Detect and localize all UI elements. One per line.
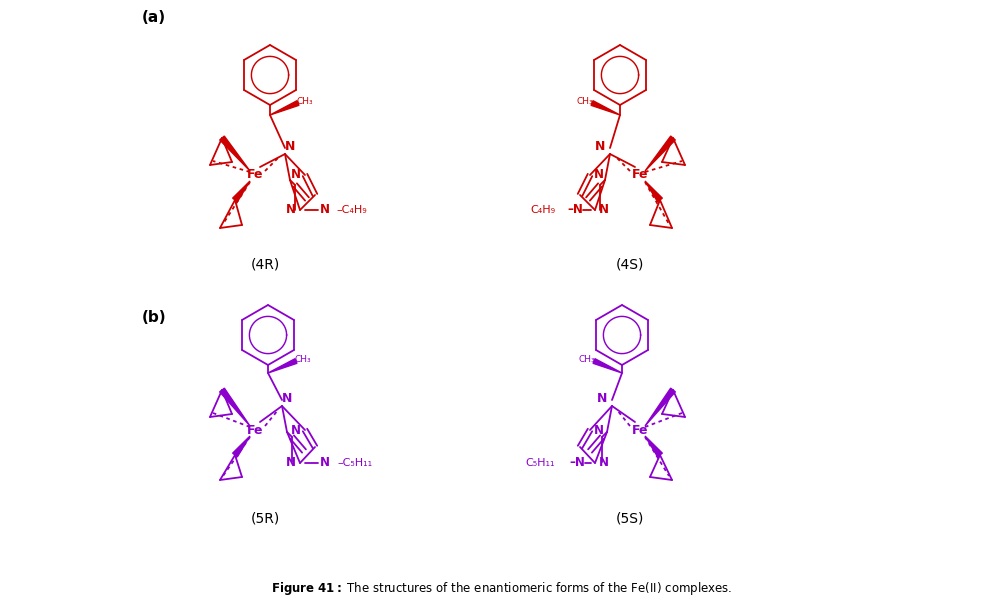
Polygon shape — [233, 181, 250, 202]
Text: N: N — [320, 204, 330, 216]
Text: CH₃: CH₃ — [578, 356, 595, 364]
Polygon shape — [593, 359, 622, 373]
Polygon shape — [233, 436, 250, 457]
Text: Fe: Fe — [247, 169, 263, 181]
Text: N: N — [291, 423, 301, 437]
Text: N: N — [320, 457, 330, 469]
Text: CH₃: CH₃ — [576, 97, 593, 106]
Polygon shape — [220, 388, 250, 426]
Polygon shape — [270, 101, 299, 115]
Text: N: N — [286, 457, 296, 469]
Polygon shape — [220, 136, 250, 171]
Text: CH₃: CH₃ — [295, 356, 311, 364]
Polygon shape — [644, 388, 675, 426]
Text: –C₄H₉: –C₄H₉ — [336, 205, 367, 215]
Text: Fe: Fe — [247, 423, 263, 437]
Text: (5R): (5R) — [250, 511, 280, 525]
Text: $\mathbf{Figure\ 41:}$ The structures of the enantiomeric forms of the Fe(II) co: $\mathbf{Figure\ 41:}$ The structures of… — [271, 580, 732, 597]
Text: –N: –N — [569, 457, 585, 469]
Text: N: N — [282, 393, 292, 405]
Text: Fe: Fe — [631, 423, 648, 437]
Text: (5S): (5S) — [615, 511, 644, 525]
Text: N: N — [291, 169, 301, 181]
Text: N: N — [599, 204, 609, 216]
Text: N: N — [594, 141, 605, 153]
Polygon shape — [644, 181, 662, 202]
Text: CH₃: CH₃ — [297, 97, 313, 106]
Text: N: N — [286, 204, 296, 216]
Text: N: N — [599, 457, 609, 469]
Text: (b): (b) — [141, 310, 166, 326]
Text: N: N — [285, 141, 295, 153]
Text: (a): (a) — [141, 10, 165, 25]
Text: Fe: Fe — [631, 169, 648, 181]
Polygon shape — [644, 136, 675, 171]
Text: (4R): (4R) — [250, 258, 280, 272]
Text: –N: –N — [567, 204, 583, 216]
Text: C₅H₁₁: C₅H₁₁ — [525, 458, 555, 468]
Text: N: N — [594, 169, 604, 181]
Text: (4S): (4S) — [615, 258, 644, 272]
Polygon shape — [591, 101, 620, 115]
Polygon shape — [268, 359, 297, 373]
Text: N: N — [596, 393, 607, 405]
Polygon shape — [644, 436, 662, 457]
Text: –C₅H₁₁: –C₅H₁₁ — [337, 458, 372, 468]
Text: C₄H₉: C₄H₉ — [530, 205, 555, 215]
Text: N: N — [594, 423, 604, 437]
